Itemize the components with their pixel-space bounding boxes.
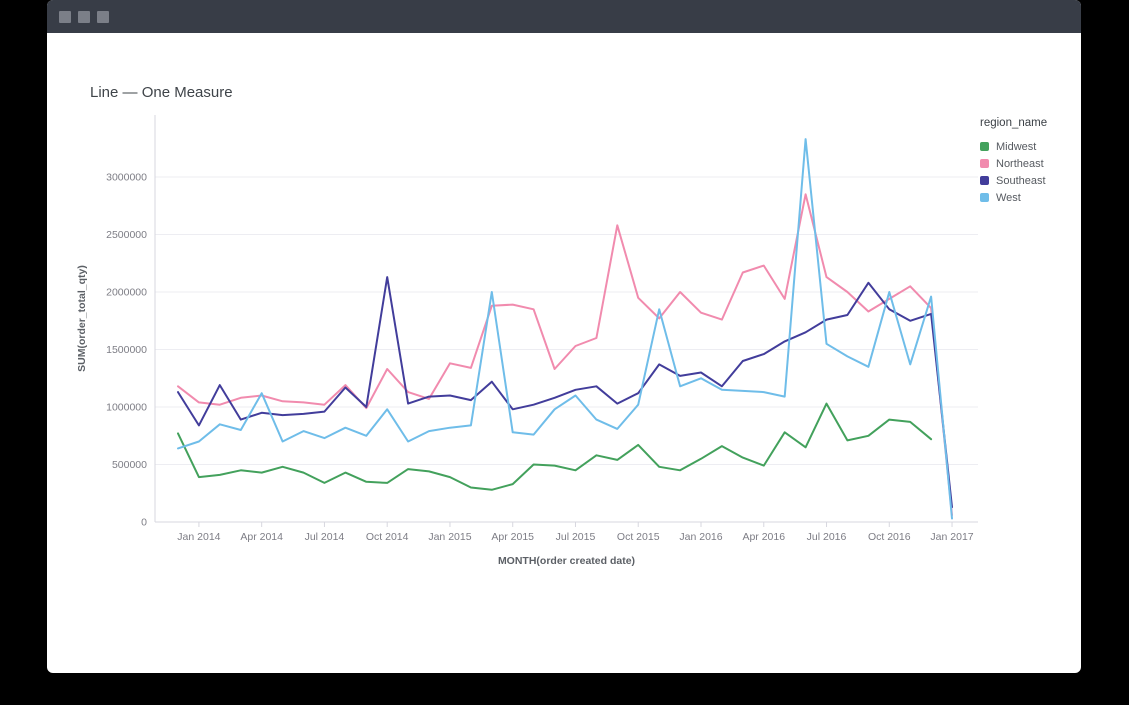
legend-item-label: Northeast (996, 158, 1044, 170)
window-button-icon[interactable] (97, 11, 109, 23)
series-swatch-icon (980, 176, 989, 185)
series-line-midwest[interactable] (178, 404, 931, 490)
series-line-west[interactable] (178, 139, 952, 518)
legend-item-southeast[interactable]: Southeast (980, 172, 1047, 189)
x-tick-label: Jul 2014 (305, 531, 345, 543)
series-line-southeast[interactable] (178, 277, 952, 507)
x-tick-label: Jan 2016 (679, 531, 722, 543)
x-tick-label: Jul 2015 (556, 531, 596, 543)
app-window: Line — One Measure 0 500000 1000000 1500000… (47, 0, 1081, 673)
window-button-icon[interactable] (78, 11, 90, 23)
y-tick-label: 3000000 (106, 172, 147, 184)
x-tick-label: Jan 2014 (177, 531, 220, 543)
x-tick-label: Oct 2016 (868, 531, 911, 543)
window-title-bar (47, 0, 1081, 33)
legend-item-northeast[interactable]: Northeast (980, 155, 1047, 172)
y-tick-label: 2000000 (106, 287, 147, 299)
y-tick-label: 500000 (112, 459, 147, 471)
x-tick-label: Apr 2016 (742, 531, 785, 543)
y-tick-label: 1000000 (106, 402, 147, 414)
y-tick-label: 2500000 (106, 229, 147, 241)
x-tick-label: Jan 2015 (428, 531, 471, 543)
x-axis-title: MONTH(order created date) (498, 555, 635, 567)
legend-item-label: Southeast (996, 175, 1046, 187)
chart-title: Line — One Measure (90, 84, 233, 101)
x-tick-label: Jan 2017 (930, 531, 973, 543)
x-tick-label: Jul 2016 (807, 531, 847, 543)
legend-item-midwest[interactable]: Midwest (980, 138, 1047, 155)
x-tick-label: Oct 2014 (366, 531, 409, 543)
x-tick-label: Apr 2014 (240, 531, 283, 543)
x-tick-label: Apr 2015 (491, 531, 534, 543)
series-swatch-icon (980, 159, 989, 168)
window-button-icon[interactable] (59, 11, 71, 23)
y-tick-label: 0 (141, 517, 147, 529)
legend-item-label: West (996, 192, 1021, 204)
series-swatch-icon (980, 193, 989, 202)
legend-item-label: Midwest (996, 141, 1036, 153)
legend-title: region_name (980, 117, 1047, 129)
legend-item-west[interactable]: West (980, 189, 1047, 206)
x-tick-label: Oct 2015 (617, 531, 660, 543)
series-swatch-icon (980, 142, 989, 151)
y-tick-label: 1500000 (106, 344, 147, 356)
y-axis-title: SUM(order_total_qty) (76, 265, 88, 372)
legend: region_name Midwest Northeast Southeast … (980, 117, 1047, 206)
